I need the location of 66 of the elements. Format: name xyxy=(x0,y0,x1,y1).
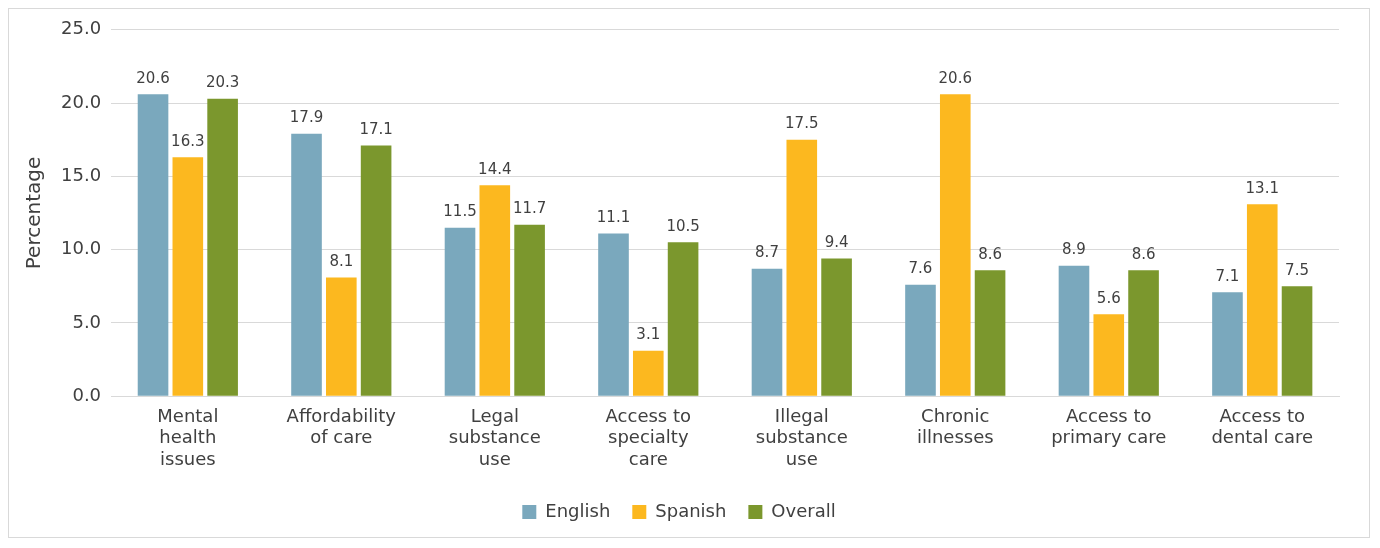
bar xyxy=(444,227,476,396)
bar xyxy=(786,139,818,396)
data-label: 20.6 xyxy=(938,68,972,87)
data-label: 13.1 xyxy=(1245,178,1279,197)
data-label: 3.1 xyxy=(636,325,661,344)
y-tick-label: 10.0 xyxy=(61,237,102,259)
x-tick-label: Access to dental care xyxy=(1211,404,1314,448)
bar xyxy=(137,94,169,396)
x-tick-label: Mental health issues xyxy=(157,404,219,469)
data-label: 8.6 xyxy=(1131,244,1156,263)
x-tick-label: Access to primary care xyxy=(1051,404,1167,448)
data-label: 16.3 xyxy=(171,131,205,150)
bar xyxy=(905,284,936,396)
data-label: 8.9 xyxy=(1062,240,1086,259)
data-label: 7.5 xyxy=(1285,260,1309,279)
bar xyxy=(1212,292,1243,396)
bar xyxy=(1246,204,1278,396)
data-label: 7.6 xyxy=(908,259,933,278)
y-axis-title: Percentage xyxy=(21,156,46,270)
data-label: 8.7 xyxy=(755,243,779,262)
y-tick-label: 20.0 xyxy=(61,90,102,112)
bar xyxy=(360,145,392,396)
bar xyxy=(479,185,511,396)
bar xyxy=(1058,265,1090,396)
data-label: 7.1 xyxy=(1215,266,1240,285)
bar xyxy=(291,133,322,396)
x-tick-label: Chronic illnesses xyxy=(916,404,994,448)
y-tick-label: 25.0 xyxy=(61,17,102,39)
bar xyxy=(172,157,204,396)
y-tick-label: 5.0 xyxy=(72,310,102,332)
bar xyxy=(1093,314,1125,396)
data-label: 17.9 xyxy=(289,108,324,127)
legend-label: Overall xyxy=(771,499,836,521)
data-label: 5.6 xyxy=(1096,288,1121,307)
bar xyxy=(939,94,971,396)
bar xyxy=(326,277,357,396)
x-tick-label: Illegal substance use xyxy=(755,404,848,469)
bar xyxy=(598,233,629,396)
x-tick-label: Legal substance use xyxy=(448,404,541,469)
data-label: 8.6 xyxy=(978,244,1002,263)
bar xyxy=(514,224,545,396)
data-label: 14.4 xyxy=(478,159,512,178)
bar xyxy=(667,242,699,396)
legend-label: Spanish xyxy=(655,499,727,521)
y-tick-label: 0.0 xyxy=(72,383,102,405)
bar xyxy=(821,258,852,396)
data-label: 9.4 xyxy=(824,232,849,251)
data-label: 11.7 xyxy=(512,199,547,218)
bar xyxy=(632,350,664,396)
bar xyxy=(751,268,783,396)
bar xyxy=(207,98,238,396)
data-label: 20.3 xyxy=(205,73,240,92)
data-label: 20.6 xyxy=(136,68,170,87)
y-tick-label: 15.0 xyxy=(61,164,102,186)
data-label: 8.1 xyxy=(329,251,354,270)
bar xyxy=(974,270,1006,396)
data-label: 17.1 xyxy=(359,119,393,138)
data-label: 10.5 xyxy=(666,216,700,235)
x-tick-label: Affordability of care xyxy=(286,404,397,448)
data-label: 11.1 xyxy=(596,207,631,226)
data-label: 17.5 xyxy=(785,114,819,133)
legend-label: English xyxy=(545,499,611,521)
x-tick-label: Access to specialty care xyxy=(605,404,691,469)
bar xyxy=(1281,286,1313,396)
data-label: 11.5 xyxy=(443,202,477,221)
bar xyxy=(1128,270,1159,396)
